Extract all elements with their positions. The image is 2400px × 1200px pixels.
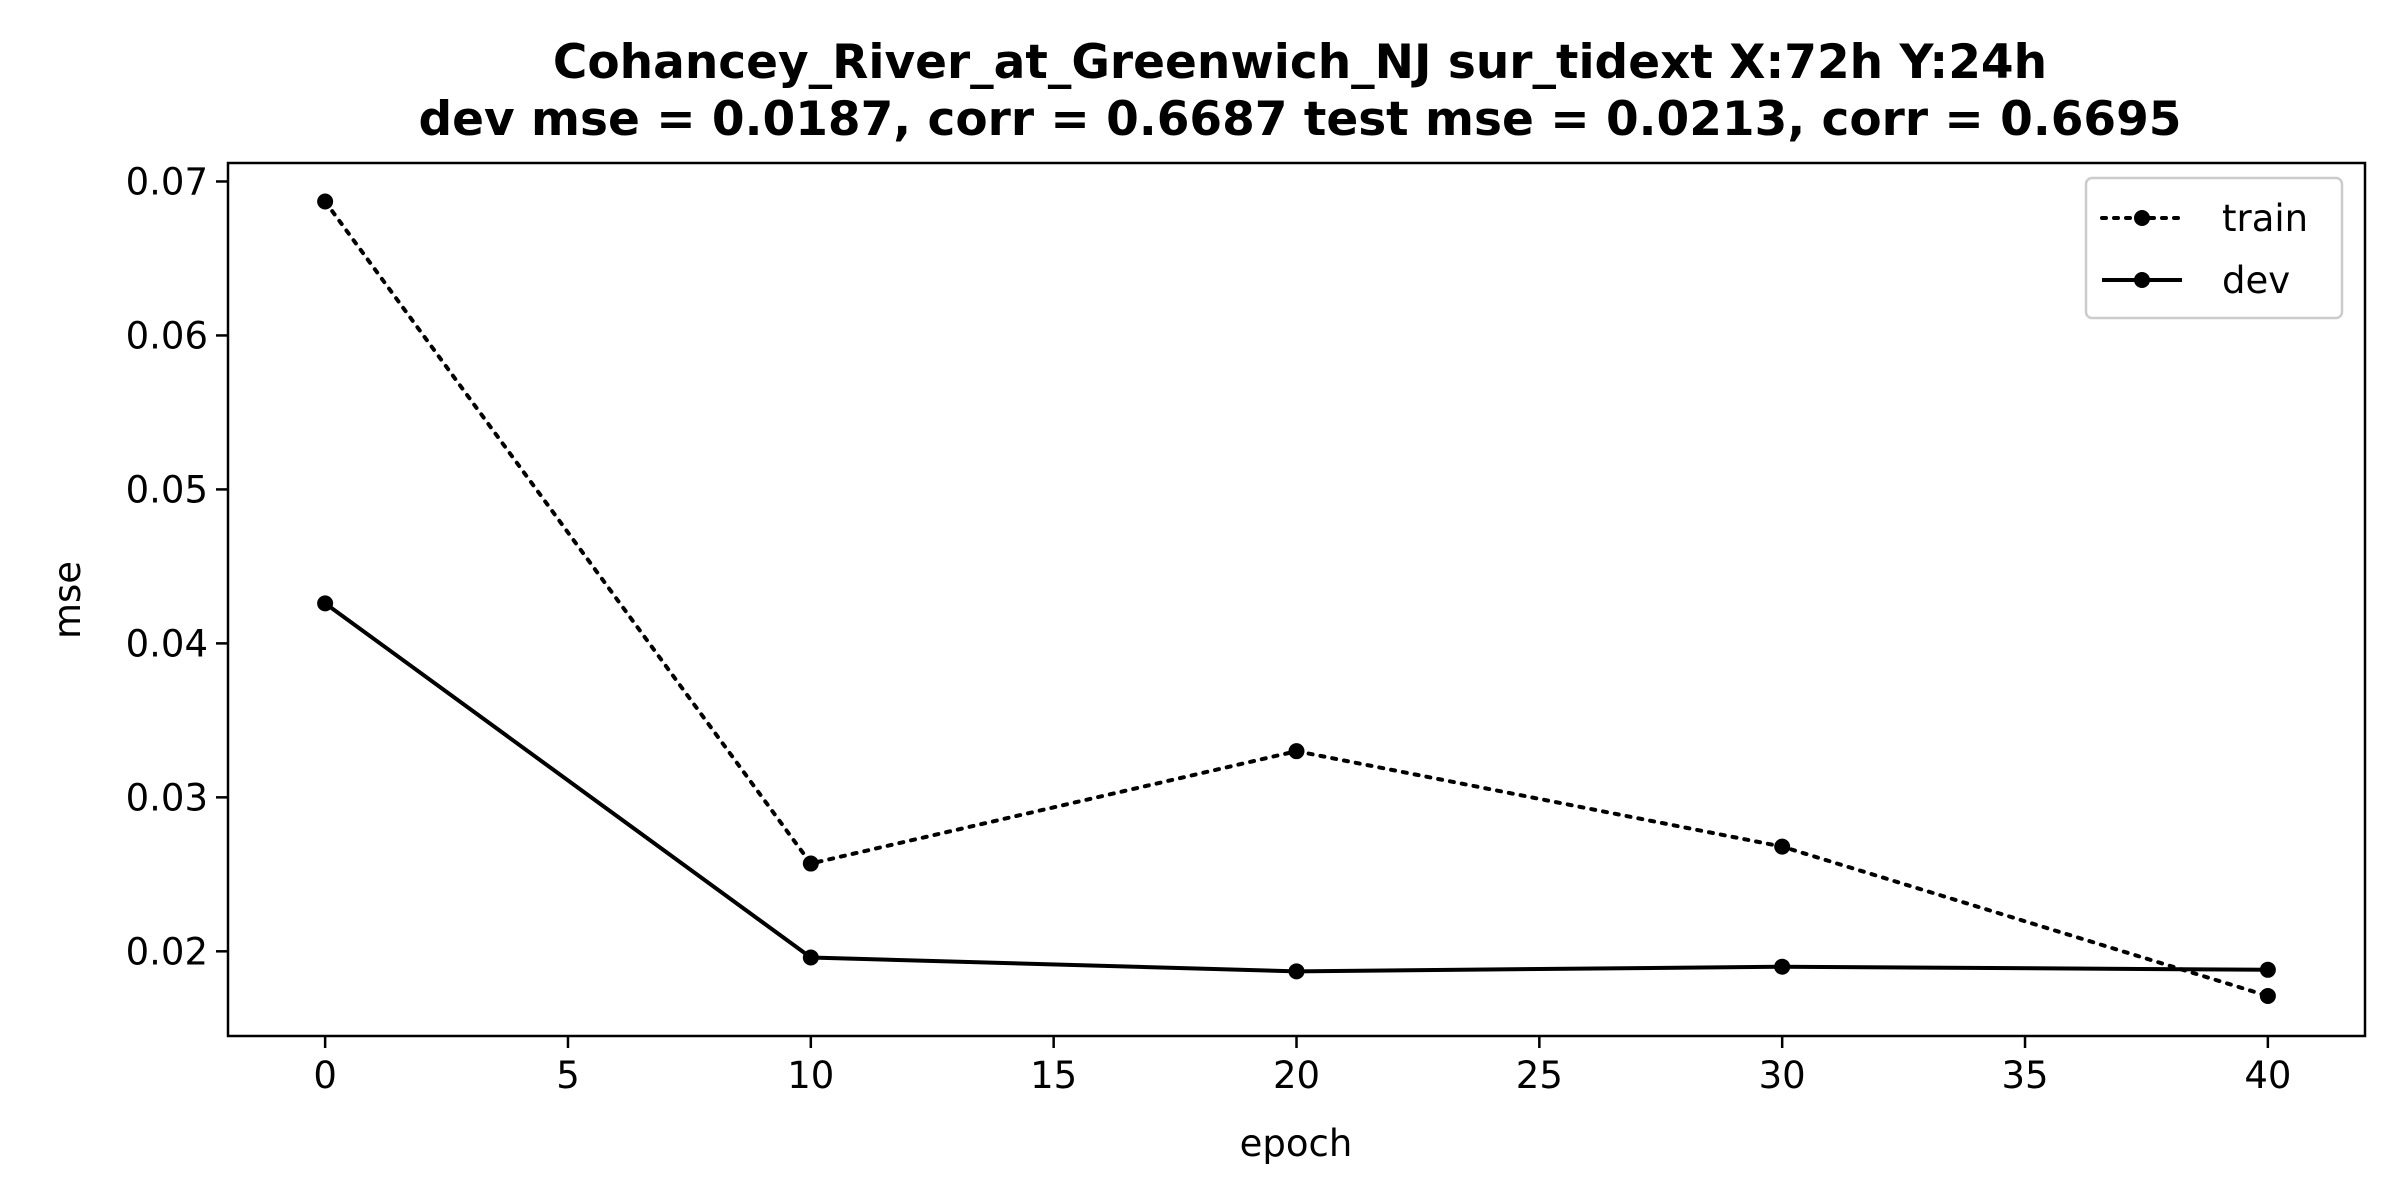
x-tick-label: 30 xyxy=(1759,1054,1806,1097)
plot-frame xyxy=(226,161,2367,1038)
series-line-dev xyxy=(323,601,2268,974)
x-axis-label: epoch xyxy=(1240,1122,1353,1165)
legend-label-train: train xyxy=(2222,197,2308,240)
legend-marker-dev xyxy=(2134,272,2150,288)
series-line-train xyxy=(323,199,2270,998)
x-tick-label: 35 xyxy=(2001,1054,2048,1097)
data-point-train xyxy=(1288,743,1305,760)
y-tick-label: 0.02 xyxy=(126,930,208,973)
y-axis-label: mse xyxy=(46,561,89,639)
data-point-dev xyxy=(317,595,334,612)
x-tick-label: 0 xyxy=(313,1054,337,1097)
legend: train dev xyxy=(2084,176,2344,320)
plot-area: 0 5 10 15 20 25 30 35 40 0.02 0.03 0.04 0.05 0.06 0.07 xyxy=(126,160,2292,1097)
y-tick-label: 0.03 xyxy=(126,776,208,819)
x-tick-label: 15 xyxy=(1030,1054,1077,1097)
data-point-dev xyxy=(1774,958,1791,975)
y-tick-label: 0.05 xyxy=(126,468,208,511)
data-point-train xyxy=(317,193,334,210)
data-point-dev xyxy=(1288,963,1305,980)
chart-title: Cohancey_River_at_Greenwich_NJ sur_tidex… xyxy=(553,35,2047,90)
x-tick-label: 40 xyxy=(2244,1054,2291,1097)
legend-marker-train xyxy=(2134,210,2150,226)
x-tick-label: 25 xyxy=(1516,1054,1563,1097)
data-point-train xyxy=(1774,838,1791,855)
y-tick-label: 0.06 xyxy=(126,314,208,357)
x-tick-label: 5 xyxy=(556,1054,580,1097)
x-tick-label: 20 xyxy=(1273,1054,1320,1097)
data-point-train xyxy=(2259,987,2276,1004)
chart-subtitle: dev mse = 0.0187, corr = 0.6687 test mse… xyxy=(418,92,2181,147)
data-point-dev xyxy=(2259,961,2276,978)
legend-label-dev: dev xyxy=(2222,259,2290,302)
data-point-train xyxy=(802,855,819,872)
legend-box xyxy=(2084,176,2344,320)
x-tick-label: 10 xyxy=(787,1054,834,1097)
data-point-dev xyxy=(802,949,819,966)
y-tick-label: 0.07 xyxy=(126,160,208,203)
y-tick-label: 0.04 xyxy=(126,622,208,665)
